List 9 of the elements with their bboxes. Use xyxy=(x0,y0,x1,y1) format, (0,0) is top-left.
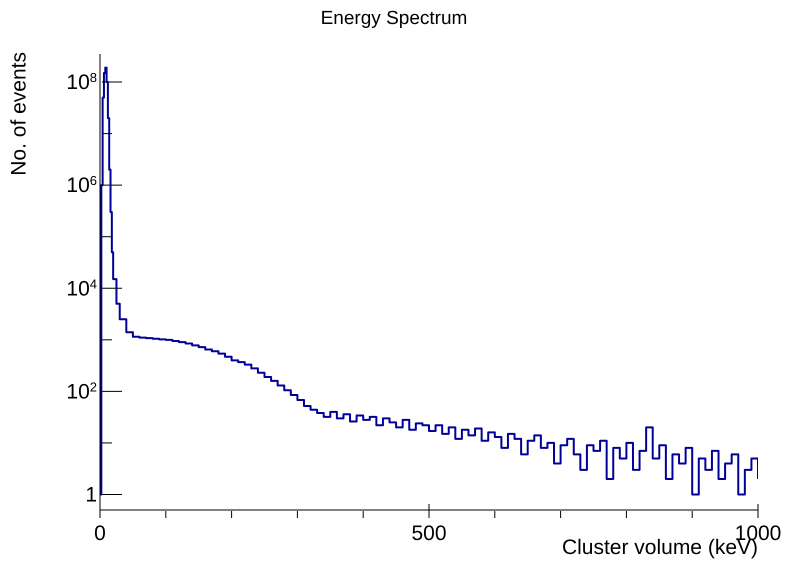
x-tick-label: 0 xyxy=(94,522,106,545)
x-tick-label: 500 xyxy=(411,522,447,545)
y-tick-label: 10$^{4}$ xyxy=(66,276,97,300)
y-tick-label: 1 xyxy=(85,483,97,506)
y-tick-label: 10$^{6}$ xyxy=(66,172,97,198)
chart-title: Energy Spectrum xyxy=(320,8,468,30)
y-tick-label: 10$^{2}$ xyxy=(66,378,97,404)
y-axis-title: No. of events xyxy=(8,52,32,176)
y-tick-label: 10$^{8}$ xyxy=(66,70,97,94)
